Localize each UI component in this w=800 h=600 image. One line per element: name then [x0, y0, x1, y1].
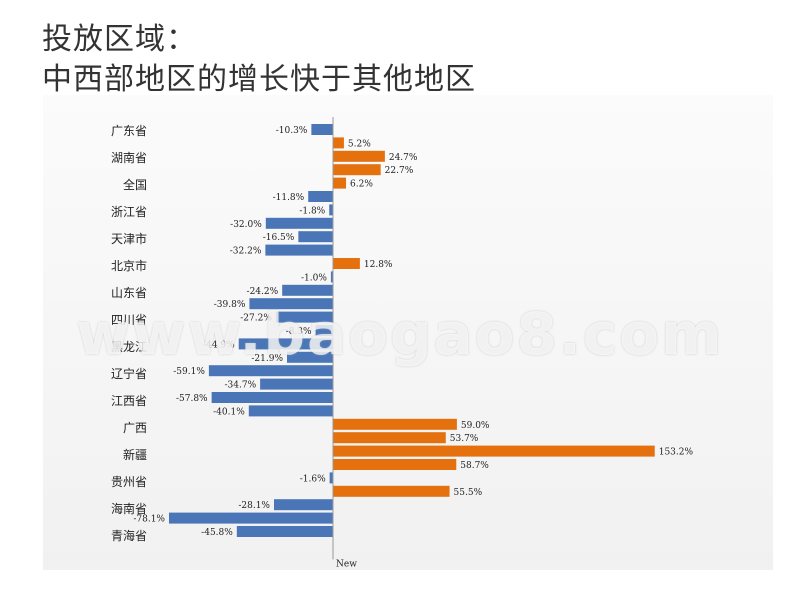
category-label-15: 青海省 [111, 528, 147, 543]
category-label-5: 北京市 [111, 258, 147, 273]
category-label-13: 贵州省 [111, 475, 147, 489]
category-label-7: 四川省 [111, 313, 147, 327]
category-label-9: 辽宁省 [111, 366, 147, 381]
bar-12 [282, 284, 333, 296]
value-label-9: -32.2% [230, 247, 262, 257]
value-label-1: 5.2% [348, 139, 371, 149]
value-label-19: -34.7% [224, 381, 256, 391]
value-label-8: -16.5% [263, 233, 295, 243]
bar-8 [298, 231, 333, 243]
bar-9 [265, 244, 333, 256]
category-label-0: 广东省 [111, 124, 147, 138]
bar-chart: 广东省湖南省全国浙江省天津市北京市山东省四川省黑龙江辽宁省江西省广西新疆贵州省海… [111, 117, 693, 569]
value-label-20: -57.8% [176, 394, 208, 404]
value-label-24: 153.2% [659, 448, 694, 458]
value-label-12: -24.2% [247, 287, 279, 297]
category-label-3: 浙江省 [111, 205, 147, 219]
bar-25 [333, 459, 457, 470]
bar-29 [168, 512, 333, 524]
value-label-4: 6.2% [350, 180, 373, 190]
value-label-23: 53.7% [450, 434, 479, 444]
value-label-14: -27.2% [240, 314, 272, 324]
value-label-5: -11.8% [273, 193, 305, 203]
bar-14 [275, 311, 333, 323]
category-label-2: 全国 [123, 177, 147, 192]
value-label-7: -32.0% [230, 220, 262, 230]
value-label-10: 12.8% [364, 260, 393, 270]
value-label-21: -40.1% [213, 407, 245, 417]
value-label-16: -44.9% [203, 340, 235, 350]
category-label-4: 天津市 [111, 231, 147, 246]
value-label-13: -39.8% [214, 300, 246, 310]
bar-27 [333, 485, 450, 497]
value-label-22: 59.0% [461, 421, 490, 431]
value-label-26: -1.6% [300, 474, 326, 484]
category-label-1: 湖南省 [111, 150, 147, 165]
bar-10 [333, 258, 360, 269]
category-label-14: 海南省 [111, 501, 147, 516]
bar-3 [333, 164, 381, 176]
value-label-27: 55.5% [454, 488, 483, 498]
value-label-28: -28.1% [238, 501, 270, 511]
value-label-15: -8.3% [286, 327, 312, 337]
bar-26 [329, 472, 333, 484]
category-label-10: 江西省 [111, 394, 147, 408]
value-label-17: -21.9% [251, 354, 283, 364]
category-labels: 广东省湖南省全国浙江省天津市北京市山东省四川省黑龙江辽宁省江西省广西新疆贵州省海… [111, 124, 147, 543]
category-label-8: 黑龙江 [111, 340, 147, 354]
chart-panel: 广东省湖南省全国浙江省天津市北京市山东省四川省黑龙江辽宁省江西省广西新疆贵州省海… [43, 95, 773, 570]
value-labels: -10.3% 5.2% 24.7% 22.7% 6.2% -11.8% -1.8% -32.0… [133, 126, 693, 538]
bar-11 [330, 271, 333, 283]
bar-22 [333, 418, 457, 430]
bar-15 [315, 325, 333, 336]
x-axis-label: New [336, 559, 357, 569]
bar-16 [238, 338, 333, 350]
bar-2 [333, 150, 385, 162]
bar-0 [311, 124, 333, 135]
value-label-0: -10.3% [276, 126, 308, 136]
value-label-2: 24.7% [389, 153, 418, 163]
bar-1 [333, 137, 344, 149]
bars [168, 124, 655, 537]
bar-17 [287, 351, 333, 363]
bar-4 [333, 177, 347, 189]
category-label-11: 广西 [123, 421, 147, 435]
bar-24 [333, 445, 655, 457]
bar-13 [249, 298, 333, 310]
bar-5 [308, 191, 333, 202]
bar-7 [265, 217, 333, 229]
page-title-line-2: 中西部地区的增长快于其他地区 [42, 62, 476, 97]
value-label-11: -1.0% [301, 273, 327, 283]
value-label-3: 22.7% [385, 166, 414, 176]
bar-6 [329, 204, 333, 216]
bar-18 [208, 365, 333, 377]
bar-19 [260, 378, 333, 390]
bar-23 [333, 432, 446, 444]
page-title-line-1: 投放区域： [42, 22, 197, 57]
value-label-30: -45.8% [201, 528, 233, 538]
bar-30 [236, 526, 333, 537]
value-label-6: -1.8% [299, 206, 325, 216]
bar-21 [248, 405, 333, 417]
value-label-25: 58.7% [460, 461, 489, 471]
category-label-12: 新疆 [123, 447, 147, 462]
bar-20 [211, 392, 333, 403]
value-label-29: -78.1% [133, 515, 165, 525]
bar-28 [273, 499, 333, 511]
category-label-6: 山东省 [111, 286, 147, 300]
value-label-18: -59.1% [173, 367, 205, 377]
